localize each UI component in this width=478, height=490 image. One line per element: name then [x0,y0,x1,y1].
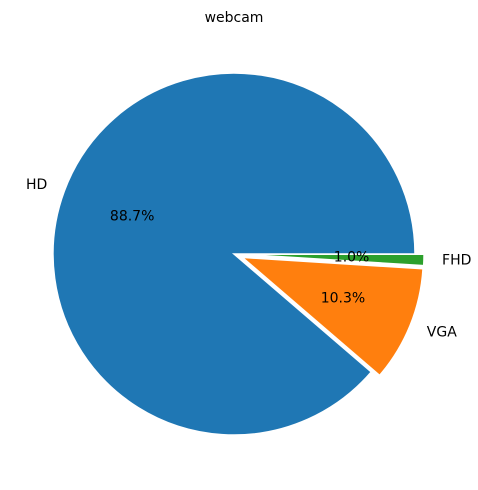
pie-slice-fhd [242,253,425,267]
slice-pct-fhd: 1.0% [334,250,370,266]
slice-label-fhd: FHD [442,253,471,269]
chart-title: webcam [205,10,264,26]
pie-slice-vga [240,256,424,377]
labels-layer: HD 88.7% VGA 10.3% FHD 1.0% [26,177,471,341]
pie-slice-hd [52,72,416,436]
slice-label-hd: HD [26,177,47,193]
slices-layer [52,72,425,436]
slice-pct-vga: 10.3% [321,290,365,306]
slice-pct-hd: 88.7% [110,208,154,224]
slice-label-vga: VGA [427,324,457,340]
